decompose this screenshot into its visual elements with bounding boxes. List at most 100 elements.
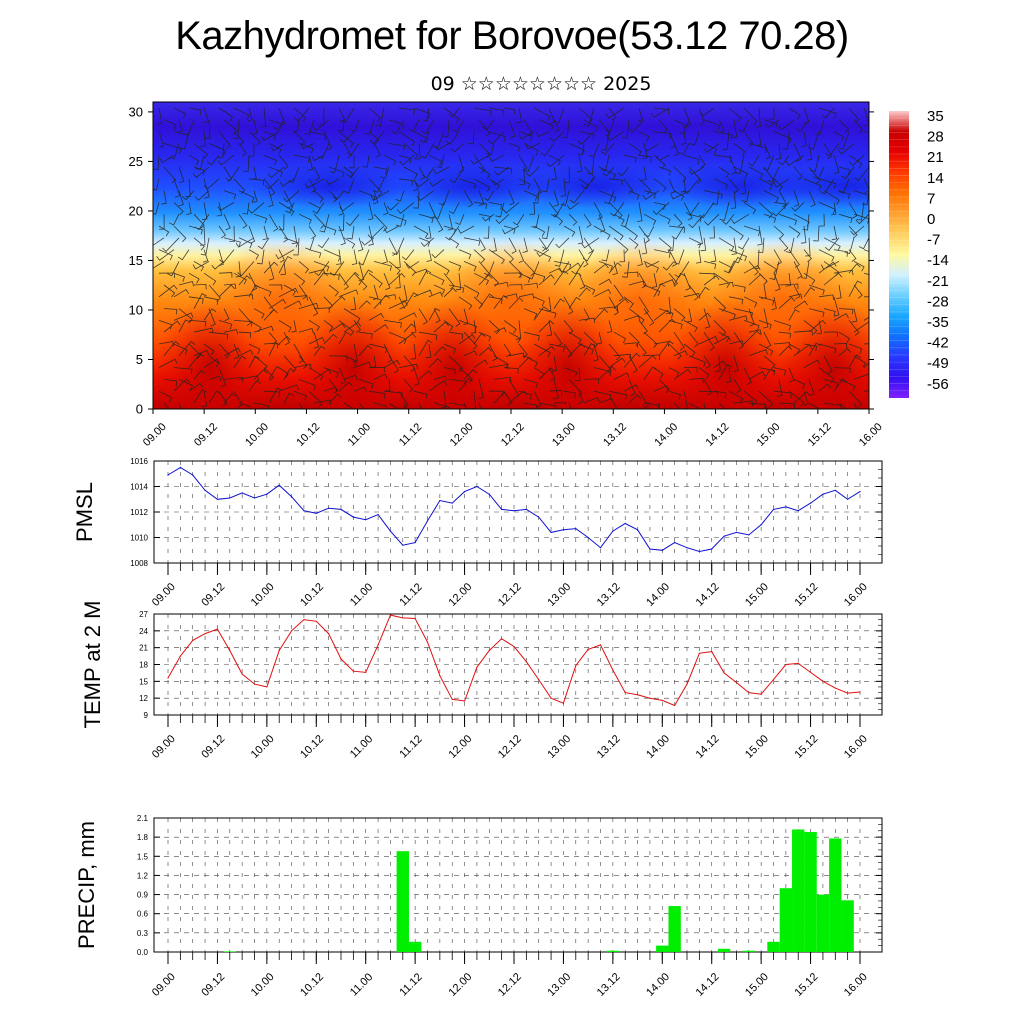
wind-barb [361,237,375,246]
temp-xtick-label: 12.00 [446,733,474,761]
wind-barb [596,332,603,345]
wind-barb [163,402,170,409]
wind-barb [697,225,703,246]
wind-barb [574,367,581,382]
wind-barb [713,131,733,140]
wind-barb [238,308,252,327]
heatmap-xtick-label: 14.00 [652,421,680,449]
wind-barb [628,394,642,404]
wind-barb [188,107,202,115]
wind-barb [673,402,681,409]
wind-barb [372,178,385,193]
wind-barb [339,202,355,212]
wind-barb [548,389,563,396]
wind-barb [623,154,637,163]
wind-barb [304,119,315,136]
wind-barb [643,261,659,273]
wind-barb [328,284,339,297]
wind-barb [323,333,338,345]
wind-barb [193,283,207,290]
temp-point [229,649,231,652]
wind-barb [823,308,836,317]
wind-barb [248,143,255,157]
pmsl-point [167,474,169,476]
wind-barb [238,275,251,286]
wind-barb [688,355,706,368]
wind-barb [674,261,690,278]
wind-barb [168,214,180,226]
wind-barb [483,261,495,276]
wind-barb [508,297,524,309]
wind-barb [223,308,230,322]
pmsl-point [216,498,219,500]
wind-barb [563,367,578,378]
wind-barb [643,366,657,380]
wind-barb [771,296,777,310]
wind-barb [458,334,476,345]
wind-barb [713,360,727,368]
wind-barb [868,355,869,357]
temp-point [612,669,614,671]
temp-point [674,704,676,707]
wind-barb [600,155,610,172]
wind-barb [167,261,180,277]
wind-barb [755,131,762,146]
temp-ytick-label: 27 [139,610,148,619]
wind-barb [478,402,482,409]
wind-barb [598,190,617,203]
wind-barb [339,131,355,144]
wind-barb [578,178,589,190]
wind-barb [403,166,418,179]
wind-barb [820,261,840,270]
precip-bar [668,906,681,952]
wind-barb [808,166,821,185]
wind-barb [163,284,176,298]
wind-barb [353,361,372,368]
wind-barb [503,320,517,334]
wind-barb [643,213,657,226]
wind-barb [313,345,326,357]
wind-barb [193,213,205,229]
wind-barb [193,261,205,272]
wind-barb [533,343,551,358]
wind-barb [293,272,306,286]
temp-point [822,680,824,682]
wind-barb [313,190,324,203]
wind-barb [758,390,774,408]
wind-barb [562,119,570,139]
wind-barb [568,213,578,226]
pmsl-point [674,542,676,544]
wind-barb [432,131,445,149]
wind-barb [463,261,477,272]
wind-barb [373,402,387,409]
wind-barb [623,315,641,321]
wind-barb [643,225,655,238]
wind-barb [203,296,219,305]
wind-barb [293,363,312,370]
wind-barb [192,166,210,178]
wind-barb [372,284,379,300]
wind-barb [216,202,223,217]
wind-barb [785,154,805,166]
wind-barb [728,155,737,175]
colorbar-label: -21 [927,273,949,290]
wind-barb [718,237,735,252]
wind-barb [343,271,360,286]
wind-barb [328,393,342,404]
wind-barb [217,154,235,166]
wind-barb [418,402,422,409]
wind-barb [793,330,813,336]
wind-barb [313,272,329,286]
wind-barb [823,331,838,337]
wind-barb [695,249,702,264]
wind-barb [458,377,473,392]
temp-point [834,687,836,689]
wind-barb [473,202,487,209]
wind-barb [445,225,460,241]
wind-barb [283,190,300,203]
wind-barb [529,202,535,215]
wind-barb [806,143,813,161]
wind-barb [710,249,717,263]
wind-barb [525,143,540,150]
wind-barb [503,390,513,406]
